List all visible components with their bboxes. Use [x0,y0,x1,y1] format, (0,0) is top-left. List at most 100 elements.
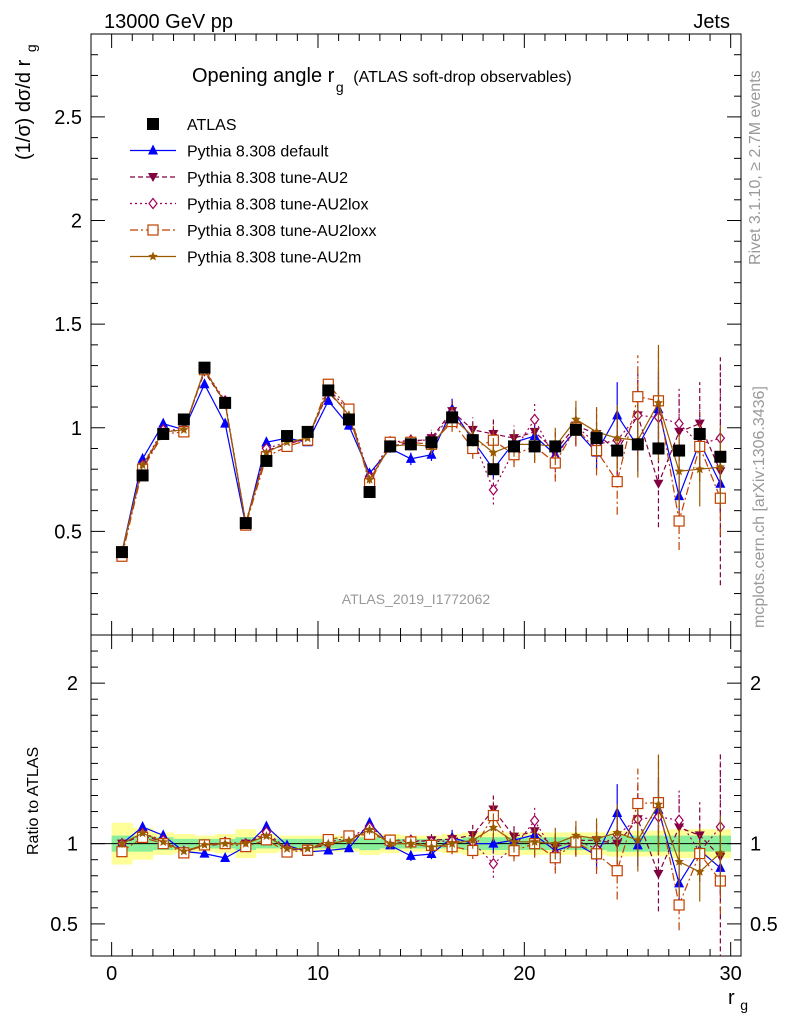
header-left: 13000 GeV pp [104,11,233,33]
series-4-ratio-point [550,838,560,848]
atlas-data-point [301,425,314,438]
series-4-ratio-point [653,799,664,809]
axes: 0 10 20 30 0.5 1 1.5 2 2.5 0.5 0.5 1 1 2 2 [50,33,778,985]
y-tick-label: 1.5 [54,314,82,336]
x-tick-label: 10 [307,963,329,985]
atlas-data-point [239,517,252,530]
plot-title-suffix: (ATLAS soft-drop observables) [353,69,571,86]
atlas-data-point [157,427,170,440]
series-4-ratio-point [137,828,148,838]
legend-marker [148,197,158,210]
plot-title-sub: g [336,79,344,95]
y-tick-label: 0.5 [54,521,82,543]
series-3-ratio-point [116,846,128,858]
series-4-point [695,464,705,474]
atlas-data-point [281,430,294,443]
y-tick-label: 2 [71,211,82,233]
series-2-ratio-point [529,814,540,827]
legend-label: ATLAS [187,117,237,134]
series-4-point [612,433,622,443]
atlas-data-point [260,454,273,467]
series-4-ratio-point [323,838,334,848]
series-2-ratio-point [488,857,499,870]
series-0-ratio-point [261,820,272,831]
ratio-y-axis-label: Ratio to ATLAS [25,747,42,855]
series-1-ratio-point [653,869,664,879]
atlas-data-point [322,384,335,397]
series-4-point [571,414,581,424]
legend-marker [147,118,159,130]
legend-label: Pythia 8.308 tune-AU2m [187,250,361,267]
legend-marker [148,173,158,182]
legend-marker [148,144,158,155]
series-1-point [653,479,664,489]
atlas-data-point [425,436,438,449]
atlas-data-point [508,440,521,453]
y-axis-label: (1/σ) dσ/d r g [13,44,39,160]
ratio-frame [90,634,742,957]
series-4-ratio-point [571,830,581,840]
atlas-data-point [115,546,128,559]
atlas-data-point [136,469,149,482]
legend-label: Pythia 8.308 default [187,144,329,161]
atlas-data-point [487,463,500,476]
atlas-data-point [631,438,644,451]
series-0-ratio-line [121,808,721,885]
series-3-point [632,391,644,403]
series-4-point [364,474,375,484]
series-0-ratio-point [488,837,499,848]
series-4-ratio-point [633,835,643,845]
atlas-data-point [219,396,232,409]
x-tick-label: 30 [720,963,742,985]
series-0-ratio-point [158,829,169,840]
x-tick-label: 20 [513,963,535,985]
atlas-data-point [714,450,727,463]
atlas-data-point [446,411,459,424]
series-4-point [137,460,148,470]
legend-label: Pythia 8.308 tune-AU2loxx [187,223,376,240]
series-1-ratio-point [674,823,685,833]
series-2-line [121,368,721,553]
atlas-data-point [198,361,211,374]
series-2-point [674,417,684,430]
series-4-ratio-point [715,848,726,857]
series-4-ratio-point [179,846,189,856]
series-0-ratio-point [343,842,354,853]
series-4-ratio-point [302,843,313,853]
series-4-ratio-point [509,836,519,846]
mcplots-label: mcplots.cern.ch [arXiv:1306.3436] [751,386,768,628]
main-series-group [115,344,727,586]
y-tick-label: 2.5 [54,107,82,129]
series-0-ratio-point [137,820,148,831]
legend-marker [148,251,158,261]
plot-title-main: Opening angle r [192,65,335,87]
series-4-ratio-point [241,838,251,848]
series-4-point [179,424,189,434]
series-2-ratio-point [674,814,684,827]
ratio-y-tick-label: 1 [67,834,78,856]
legend-label: Pythia 8.308 tune-AU2lox [187,197,368,214]
atlas-data-point [384,440,397,453]
series-0-ratio-point [405,849,416,860]
series-3-ratio-point [611,865,623,877]
ratio-y-tick-label: 0.5 [50,914,78,936]
y-tick-label: 1 [71,418,82,440]
series-4-ratio-point [261,831,272,841]
analysis-label: ATLAS_2019_I1772062 [342,591,491,607]
atlas-data-point [569,423,582,436]
x-tick-label: 0 [106,963,117,985]
atlas-data-point [673,444,686,457]
series-4-ratio-point [117,838,127,848]
series-3-point [611,476,623,488]
series-4-ratio-point [612,827,622,837]
series-4-ratio-point [426,842,437,852]
rivet-label: Rivet 3.1.10, ≥ 2.7M events [747,70,764,265]
legend: ATLAS Pythia 8.308 default Pythia 8.308 tu… [130,117,376,267]
x-axis-label-sub: g [740,997,748,1013]
series-0-point [158,417,169,428]
series-0-point [220,417,231,428]
series-4-ratio-point [468,835,478,845]
series-4-point [653,397,664,407]
series-2-point [488,483,499,496]
